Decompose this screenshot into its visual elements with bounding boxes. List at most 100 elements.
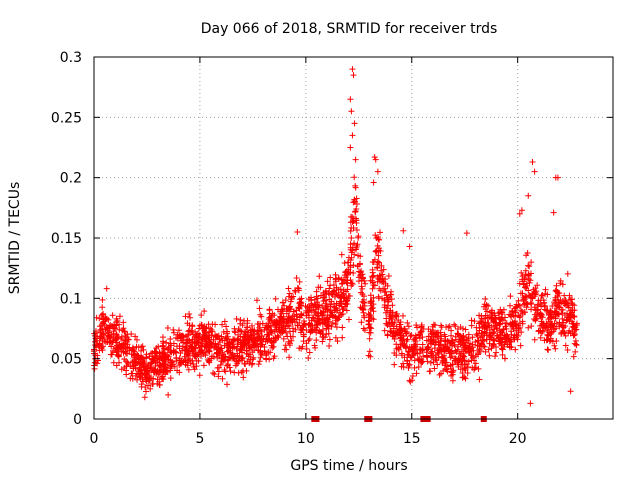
data-point bbox=[358, 268, 365, 275]
data-point bbox=[396, 326, 403, 333]
data-point bbox=[482, 295, 489, 302]
x-tick-label: 0 bbox=[90, 431, 99, 447]
data-point bbox=[141, 394, 148, 401]
data-point bbox=[559, 310, 566, 317]
data-point bbox=[525, 273, 532, 280]
data-point bbox=[129, 345, 136, 352]
data-point bbox=[114, 317, 121, 324]
data-point bbox=[297, 302, 304, 309]
y-tick-label: 0.05 bbox=[51, 352, 82, 368]
data-point bbox=[365, 317, 372, 324]
data-point bbox=[377, 287, 384, 294]
data-point bbox=[494, 335, 501, 342]
data-point bbox=[462, 326, 469, 333]
data-point bbox=[367, 306, 374, 313]
data-point bbox=[238, 349, 245, 356]
data-point bbox=[165, 391, 172, 398]
data-point bbox=[300, 324, 307, 331]
data-point bbox=[444, 337, 451, 344]
data-point bbox=[193, 332, 200, 339]
data-point bbox=[411, 357, 418, 364]
data-point bbox=[314, 295, 321, 302]
data-point bbox=[385, 273, 392, 280]
data-point bbox=[519, 320, 526, 327]
data-point bbox=[261, 347, 268, 354]
data-point bbox=[283, 318, 290, 325]
data-point bbox=[352, 156, 359, 163]
data-point bbox=[271, 328, 278, 335]
data-point bbox=[296, 278, 303, 285]
data-point bbox=[235, 331, 242, 338]
data-point bbox=[359, 298, 366, 305]
data-point bbox=[425, 326, 432, 333]
data-point bbox=[564, 314, 571, 321]
data-point bbox=[189, 336, 196, 343]
data-point bbox=[240, 374, 247, 381]
data-point bbox=[257, 311, 264, 318]
data-point bbox=[370, 301, 377, 308]
data-point bbox=[156, 381, 163, 388]
data-point bbox=[554, 174, 561, 181]
data-point bbox=[416, 335, 423, 342]
data-point bbox=[497, 331, 504, 338]
data-point bbox=[188, 343, 195, 350]
data-point bbox=[286, 354, 293, 361]
data-point bbox=[408, 332, 415, 339]
data-point bbox=[350, 262, 357, 269]
data-point bbox=[208, 327, 215, 334]
data-point bbox=[229, 355, 236, 362]
data-point bbox=[124, 359, 131, 366]
data-point bbox=[150, 375, 157, 382]
data-point bbox=[327, 301, 334, 308]
data-point bbox=[516, 314, 523, 321]
data-point bbox=[91, 365, 98, 372]
data-point bbox=[492, 315, 499, 322]
data-point bbox=[208, 355, 215, 362]
data-point bbox=[464, 369, 471, 376]
data-point bbox=[196, 372, 203, 379]
data-point bbox=[161, 361, 168, 368]
data-point bbox=[433, 357, 440, 364]
data-point bbox=[366, 335, 373, 342]
data-point bbox=[486, 352, 493, 359]
data-point bbox=[219, 321, 226, 328]
data-point bbox=[267, 349, 274, 356]
data-point bbox=[544, 307, 551, 314]
data-point bbox=[124, 345, 131, 352]
data-point bbox=[509, 307, 516, 314]
data-point bbox=[103, 285, 110, 292]
data-point bbox=[362, 280, 369, 287]
data-point bbox=[539, 291, 546, 298]
data-point bbox=[134, 352, 141, 359]
data-point bbox=[201, 327, 208, 334]
data-point bbox=[442, 366, 449, 372]
data-point bbox=[110, 347, 117, 354]
data-point bbox=[554, 293, 561, 300]
data-point bbox=[224, 381, 231, 388]
data-point bbox=[198, 347, 205, 354]
data-point bbox=[381, 327, 388, 334]
data-point bbox=[288, 294, 295, 301]
data-point bbox=[517, 307, 524, 314]
data-point bbox=[178, 332, 185, 339]
data-point bbox=[157, 362, 164, 368]
data-point bbox=[158, 374, 165, 381]
data-point bbox=[219, 354, 226, 361]
data-point bbox=[148, 359, 155, 366]
data-point bbox=[269, 339, 276, 346]
data-point bbox=[349, 66, 356, 73]
data-point bbox=[326, 285, 333, 292]
data-point bbox=[375, 295, 382, 302]
data-point bbox=[99, 304, 106, 311]
data-point bbox=[232, 362, 239, 369]
data-point bbox=[461, 365, 468, 372]
data-point bbox=[311, 326, 318, 333]
data-point bbox=[321, 294, 328, 301]
data-point bbox=[508, 344, 515, 351]
data-point bbox=[175, 327, 182, 334]
data-point bbox=[118, 335, 125, 342]
data-point bbox=[465, 358, 472, 365]
data-point bbox=[272, 295, 279, 302]
data-point bbox=[339, 334, 346, 341]
data-point bbox=[535, 297, 542, 304]
